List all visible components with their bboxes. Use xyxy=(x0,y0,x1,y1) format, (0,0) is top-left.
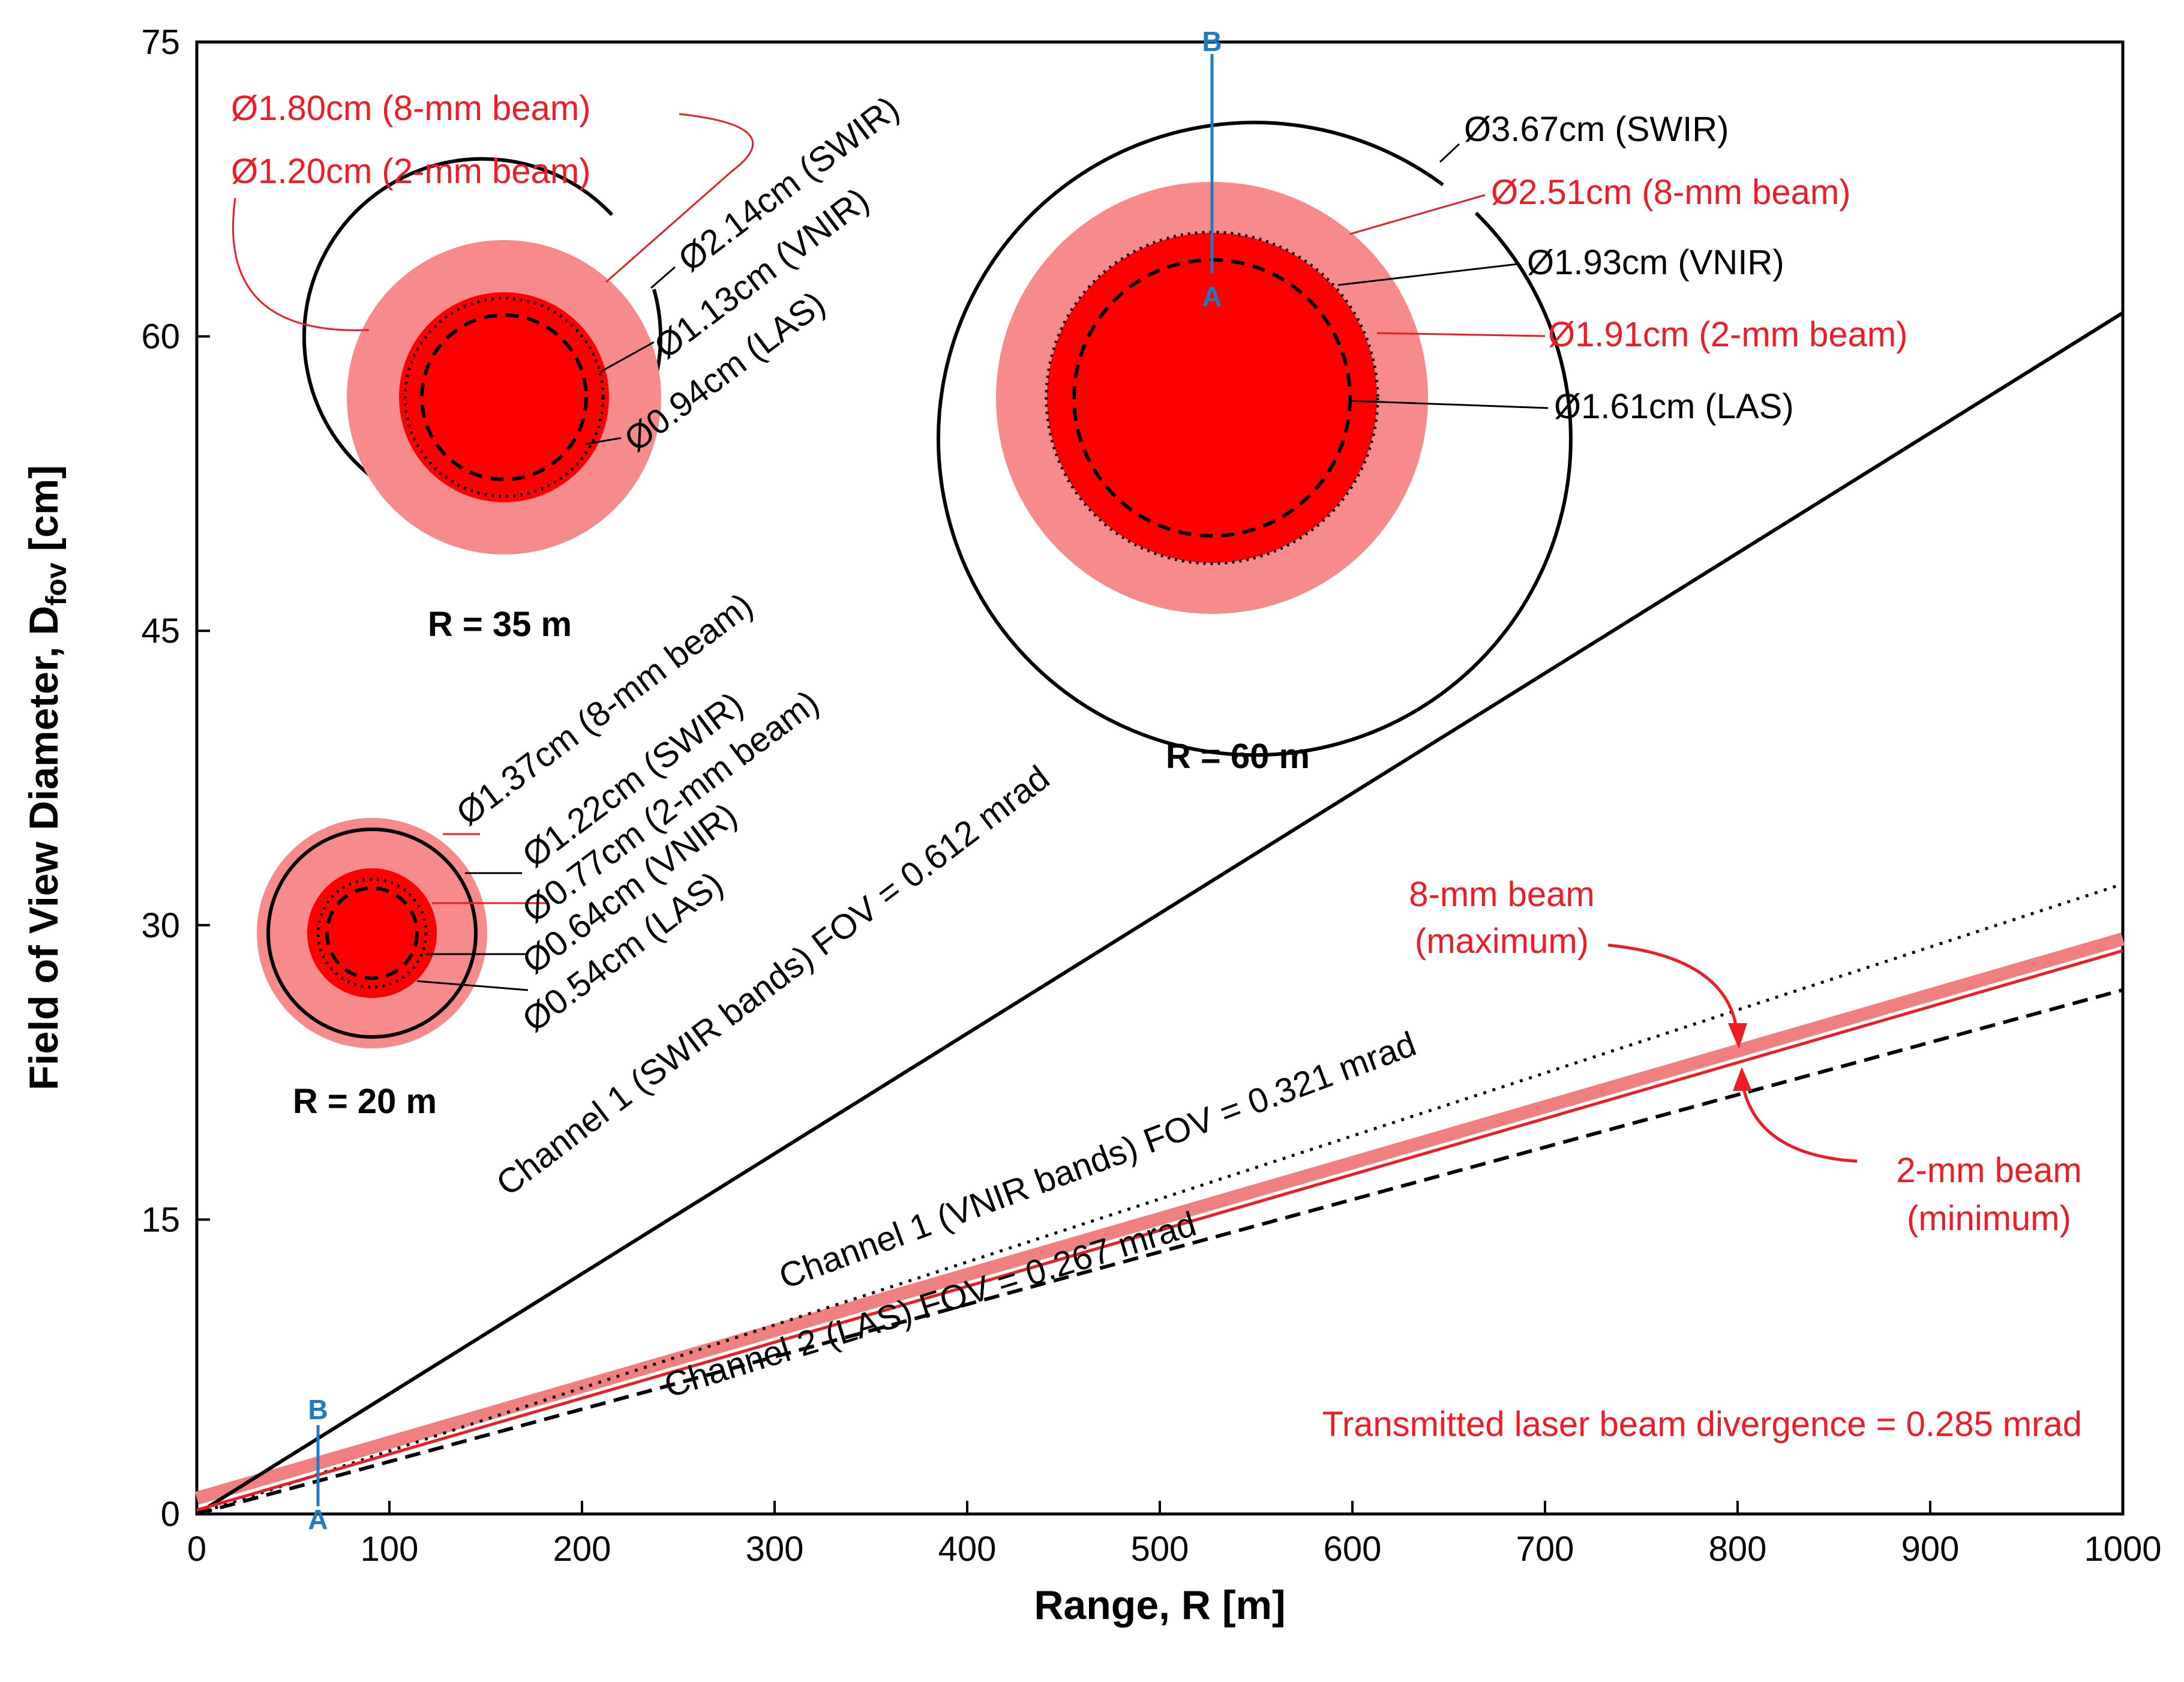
divergence-note: Transmitted laser beam divergence = 0.28… xyxy=(1322,1405,2082,1444)
range-label-20m: R = 20 m xyxy=(293,1082,437,1121)
series-line-beam2 xyxy=(196,949,2123,1512)
range-label-60m: R = 60 m xyxy=(1166,737,1310,776)
y-axis-title-main: Field of View Diameter, D xyxy=(21,606,67,1090)
series-line-swir xyxy=(196,311,2124,1516)
beam8-arrow xyxy=(1607,943,1739,1033)
beam2-spot-60m xyxy=(1047,233,1377,563)
beam2-label-line2: (minimum) xyxy=(1907,1199,2071,1238)
series-line-las xyxy=(196,988,2123,1516)
spot-60m-label-2: Ø2.51cm (8-mm beam) xyxy=(1491,173,1850,212)
spot-60m-label-3: Ø1.93cm (VNIR) xyxy=(1527,243,1784,282)
spot-35m-label-2: Ø1.20cm (2-mm beam) xyxy=(231,152,590,191)
y-tick-label: 60 xyxy=(141,317,180,356)
swir-ring-20m xyxy=(266,827,478,1039)
leader-60m-5 xyxy=(1349,400,1549,409)
x-axis-title: Range, R [m] xyxy=(1034,1582,1285,1628)
beam2-arrowhead xyxy=(1733,1067,1752,1091)
beam2-spot-35m xyxy=(399,292,609,502)
leader-35m-4 xyxy=(599,341,655,373)
beam2-arrow xyxy=(1741,1086,1858,1163)
x-tick-label: 1000 xyxy=(2084,1530,2161,1569)
vnir-ring-60m xyxy=(1045,230,1379,565)
spot-set-20m: Ø1.37cm (8-mm beam) Ø1.22cm (SWIR) Ø0.77… xyxy=(257,586,826,1121)
y-axis-title: Field of View Diameter, Dfov [cm] xyxy=(21,465,73,1090)
leader-60m-3 xyxy=(1337,263,1519,286)
las-ring-20m xyxy=(325,886,419,980)
leader-60m-1 xyxy=(1439,143,1460,163)
y-tick-label: 30 xyxy=(141,906,180,945)
leader-35m-5 xyxy=(584,437,622,445)
leader-60m-4 xyxy=(1376,332,1546,337)
y-tick-label: 0 xyxy=(161,1495,180,1534)
spot-60m-label-1: Ø3.67cm (SWIR) xyxy=(1464,110,1729,149)
x-tick-label: 900 xyxy=(1901,1530,1960,1569)
leader-35m-3 xyxy=(650,266,676,289)
x-tick-label: 200 xyxy=(553,1530,611,1569)
leader-20m-5 xyxy=(416,980,529,991)
las-ring-35m xyxy=(420,313,588,481)
vnir-ring-20m xyxy=(316,877,428,989)
y-axis-title-unit: [cm] xyxy=(21,465,67,562)
x-tick-label: 0 xyxy=(187,1530,206,1569)
x-tick-label: 500 xyxy=(1131,1530,1189,1569)
vnir-ring-35m xyxy=(403,296,605,498)
spot-set-35m: Ø1.80cm (8-mm beam) Ø1.20cm (2-mm beam) … xyxy=(231,89,906,644)
x-tick-label: 400 xyxy=(938,1530,997,1569)
series-lines xyxy=(194,311,2125,1516)
section-mark-a-60m: A xyxy=(1202,281,1222,312)
swir-arc-60m xyxy=(936,121,1573,757)
leader-35m-1 xyxy=(605,113,754,283)
leader-60m-2 xyxy=(1349,194,1486,235)
beam8-label-line2: (maximum) xyxy=(1415,922,1589,961)
beam8-arrowhead xyxy=(1728,1023,1747,1049)
x-tick-label: 700 xyxy=(1516,1530,1574,1569)
axis-ticks: 0 100 200 300 400 500 600 700 800 900 1000 0 15 30 45 6… xyxy=(141,23,2161,1569)
spot-60m-label-5: Ø1.61cm (LAS) xyxy=(1554,387,1794,426)
range-label-35m: R = 35 m xyxy=(428,605,572,644)
section-mark-a-origin: A xyxy=(308,1504,328,1535)
spot-35m-label-1: Ø1.80cm (8-mm beam) xyxy=(231,89,590,128)
y-tick-label: 75 xyxy=(141,23,180,62)
beam2-label-line1: 2-mm beam xyxy=(1896,1151,2081,1190)
spot-60m-label-4: Ø1.91cm (2-mm beam) xyxy=(1548,315,1907,354)
y-tick-label: 45 xyxy=(141,611,180,650)
x-tick-label: 100 xyxy=(361,1530,419,1569)
beam8-label-line1: 8-mm beam xyxy=(1409,875,1594,914)
series-line-beam8 xyxy=(194,933,2125,1505)
x-tick-label: 600 xyxy=(1324,1530,1382,1569)
y-axis-title-sub: fov xyxy=(41,562,73,605)
leader-35m-2 xyxy=(232,197,370,331)
x-tick-label: 300 xyxy=(746,1530,804,1569)
section-mark-b-60m: B xyxy=(1202,26,1222,57)
series-line-vnir xyxy=(196,882,2123,1516)
y-tick-label: 15 xyxy=(141,1200,180,1239)
spot-set-60m: Ø3.67cm (SWIR) Ø2.51cm (8-mm beam) Ø1.93… xyxy=(936,26,1907,776)
x-tick-label: 800 xyxy=(1709,1530,1767,1569)
section-mark-b-origin: B xyxy=(308,1394,328,1425)
